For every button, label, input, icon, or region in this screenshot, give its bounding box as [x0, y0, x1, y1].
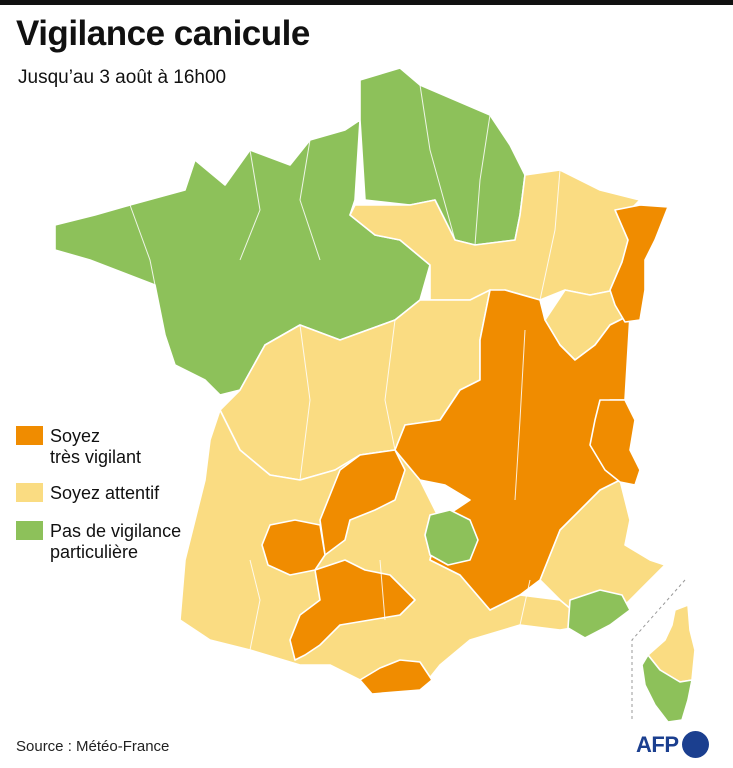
region-pyrenees-orientales [359, 659, 433, 695]
legend-swatch-pas-de-vigilance [16, 521, 43, 540]
corsica-inset-line [631, 579, 686, 720]
legend-swatch-tres-vigilant [16, 426, 43, 445]
top-rule [0, 0, 733, 5]
map-title: Vigilance canicule [16, 14, 310, 53]
department-borders [129, 84, 561, 651]
region-alsace [609, 204, 669, 323]
region-var-alpes-maritimes [567, 589, 631, 639]
legend-label-pas-de-vigilance: Pas de vigilance particulière [50, 521, 182, 562]
legend-swatch-attentif [16, 483, 43, 502]
legend-item-pas-de-vigilance: Pas de vigilance particulière [16, 521, 220, 563]
region-gers-landes [261, 519, 326, 576]
legend-item-tres-vigilant: Soyez très vigilant [16, 426, 220, 468]
region-cantal [424, 509, 479, 566]
afp-logo: AFP [636, 731, 709, 758]
map-subtitle: Jusqu’au 3 août à 16h00 [18, 67, 227, 88]
region-massif-central-ouest [319, 449, 406, 556]
source-note: Source : Météo-France [16, 738, 170, 755]
legend-label-attentif: Soyez attentif [50, 483, 160, 503]
region-alpes-nord [589, 399, 641, 486]
legend-item-attentif: Soyez attentif [16, 483, 220, 504]
legend-label-tres-vigilant: Soyez très vigilant [50, 426, 142, 467]
region-ariege-aude [289, 559, 416, 661]
afp-logo-dot [681, 731, 709, 758]
afp-logo-text: AFP [636, 731, 679, 757]
region-sud-est [539, 479, 666, 626]
region-corse-du-sud [641, 654, 693, 723]
